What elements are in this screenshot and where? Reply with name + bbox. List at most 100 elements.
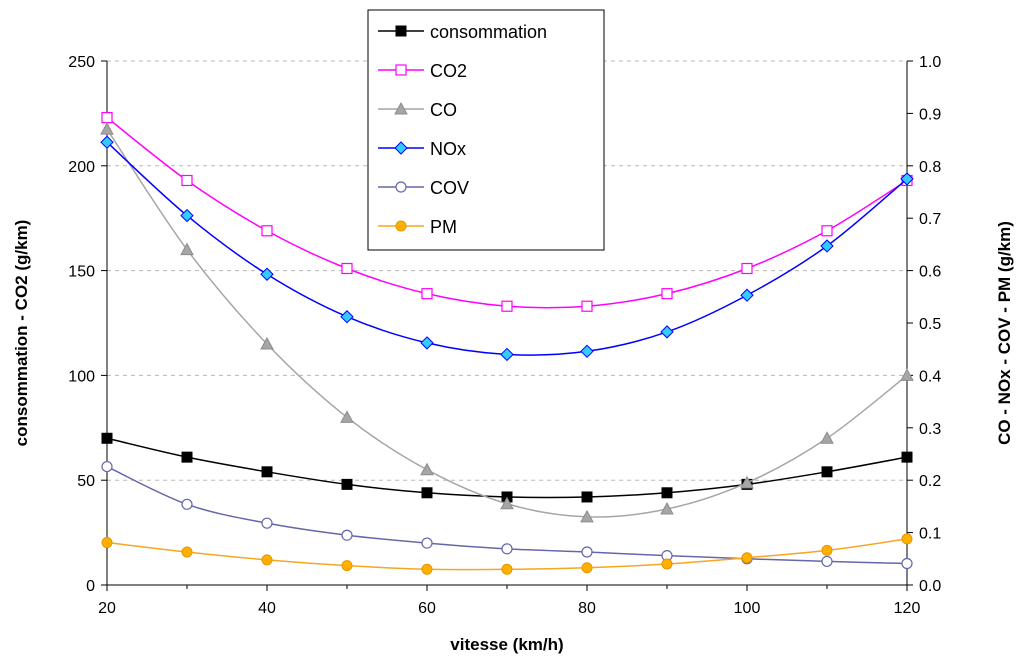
data-point-pm	[821, 544, 833, 556]
data-point-consommation	[821, 466, 833, 478]
y-axis-title: consommation - CO2 (g/km)	[12, 220, 31, 447]
data-point-co	[260, 336, 274, 350]
y2-tick-label: 0.0	[919, 578, 941, 595]
data-point-cov	[181, 498, 193, 510]
y-tick-label: 150	[68, 264, 95, 281]
y2-tick-label: 0.2	[919, 473, 941, 490]
data-point-co	[820, 431, 834, 444]
y2-tick-label: 1.0	[919, 54, 941, 71]
y-tick-label: 50	[77, 473, 95, 490]
series-line-co	[106, 128, 908, 518]
legend-marker-pm	[395, 220, 407, 232]
data-point-consommation	[581, 491, 593, 503]
y-tick-label: 100	[68, 368, 95, 385]
data-point-nox	[820, 239, 834, 253]
data-point-co2	[661, 288, 673, 300]
y2-tick-label: 0.7	[919, 211, 941, 228]
legend-label-consommation: consommation	[430, 22, 547, 42]
data-point-co	[580, 509, 594, 523]
legend-label-nox: NOx	[430, 139, 466, 159]
y2-tick-label: 0.3	[919, 421, 941, 438]
data-point-consommation	[341, 478, 353, 490]
data-point-cov	[821, 555, 833, 568]
y2-tick-label: 0.6	[919, 264, 941, 281]
data-point-cov	[421, 537, 433, 549]
axes: 0 50 100 150 200 250 0.0 0.1 0.2 0.3 0.4 0.5 0.6 0.7 0…	[68, 54, 941, 617]
data-point-pm	[341, 560, 353, 572]
data-point-cov	[901, 557, 913, 570]
data-point-nox	[660, 325, 674, 339]
data-point-pm	[101, 537, 113, 549]
data-point-pm	[421, 563, 433, 575]
data-point-nox	[580, 344, 594, 359]
data-point-co2	[821, 225, 833, 237]
legend-marker-nox	[394, 141, 408, 155]
data-point-nox	[740, 288, 754, 302]
data-point-consommation	[421, 487, 433, 499]
data-point-pm	[581, 562, 593, 574]
legend-marker-co2	[395, 64, 407, 76]
data-point-nox	[260, 267, 274, 281]
data-point-cov	[581, 546, 593, 558]
data-point-cov	[501, 543, 513, 555]
data-point-consommation	[261, 466, 273, 478]
data-point-consommation	[901, 451, 913, 463]
data-point-co2	[261, 225, 273, 237]
data-point-consommation	[101, 432, 113, 444]
data-point-nox	[180, 208, 194, 223]
data-point-nox	[100, 135, 114, 149]
y2-tick-label: 0.5	[919, 316, 941, 333]
y2-tick-label: 0.4	[919, 368, 941, 385]
x-tick-label: 120	[894, 600, 921, 617]
y-tick-label: 0	[86, 578, 95, 595]
data-point-nox	[500, 347, 514, 362]
data-point-co	[180, 242, 194, 256]
data-point-co2	[501, 300, 513, 312]
legend: consommation CO2 CO NOx COV PM	[367, 9, 605, 251]
data-point-co	[660, 501, 674, 515]
y-tick-label: 200	[68, 159, 95, 176]
data-point-co2	[181, 174, 193, 187]
data-point-pm	[501, 563, 513, 575]
x-tick-label: 40	[258, 600, 276, 617]
data-point-nox	[420, 336, 434, 350]
data-point-consommation	[661, 487, 673, 499]
legend-marker-co	[394, 101, 408, 115]
data-point-co2	[421, 288, 433, 300]
data-point-co	[420, 462, 434, 476]
legend-label-co2: CO2	[430, 61, 467, 81]
data-point-nox	[900, 172, 914, 186]
data-point-cov	[341, 529, 353, 541]
legend-box	[367, 9, 605, 251]
legend-label-cov: COV	[430, 178, 469, 198]
data-point-co	[100, 122, 114, 135]
x-tick-label: 60	[418, 600, 436, 617]
legend-marker-consommation	[395, 25, 407, 37]
data-point-co	[900, 368, 914, 381]
data-point-co2	[741, 262, 753, 275]
series-group	[100, 111, 914, 575]
data-point-co	[740, 475, 754, 489]
x-tick-label: 100	[734, 600, 761, 617]
data-point-co	[340, 410, 354, 423]
data-point-co2	[101, 111, 113, 124]
data-point-pm	[661, 558, 673, 570]
data-point-co2	[581, 300, 593, 312]
data-point-pm	[181, 546, 193, 558]
data-point-pm	[901, 533, 913, 545]
x-tick-label: 20	[98, 600, 116, 617]
legend-marker-cov	[395, 181, 407, 193]
data-point-cov	[101, 460, 113, 473]
legend-label-co: CO	[430, 100, 457, 120]
y-tick-label: 250	[68, 54, 95, 71]
x-axis-title: vitesse (km/h)	[450, 635, 563, 654]
y2-tick-label: 0.8	[919, 159, 941, 176]
series-line-consommation	[106, 437, 908, 499]
legend-label-pm: PM	[430, 217, 457, 237]
data-point-consommation	[181, 451, 193, 463]
data-point-pm	[741, 552, 753, 564]
data-point-nox	[340, 310, 354, 324]
data-point-co2	[341, 262, 353, 275]
y2-tick-label: 0.1	[919, 526, 941, 543]
